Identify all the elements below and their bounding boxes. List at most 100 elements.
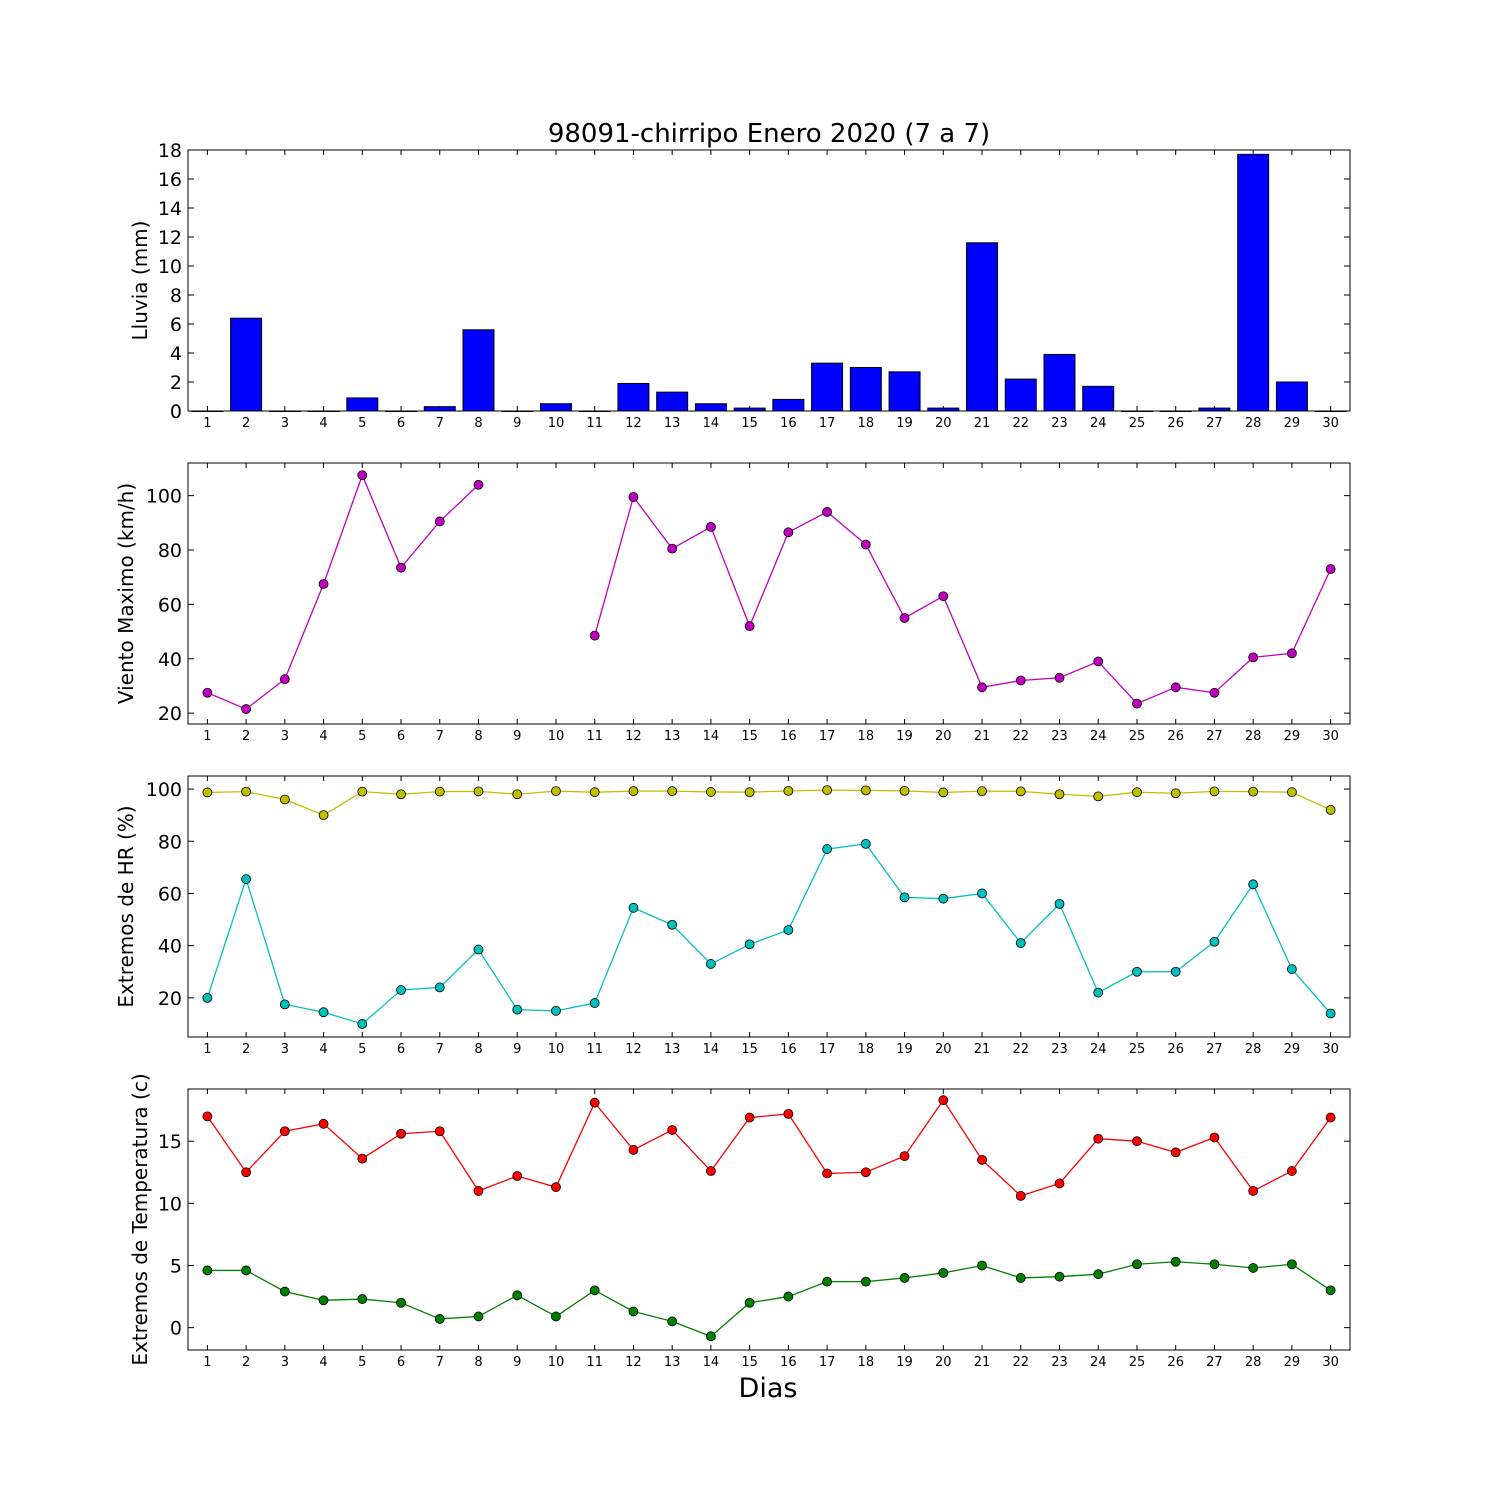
point-viento-0-12: [628, 492, 639, 502]
point-viento-0-8: [473, 479, 484, 490]
y-axis-label-temperatura: Extremos de Temperatura (c): [128, 1073, 152, 1365]
point-humedad-0-22: [1015, 786, 1026, 797]
x-tick-label-humedad: 24: [1090, 1042, 1107, 1057]
x-tick-label-temperatura: 28: [1245, 1355, 1262, 1370]
bar-lluvia-11: [578, 410, 611, 412]
y-axis-label-humedad: Extremos de HR (%): [114, 805, 138, 1007]
x-tick-label-humedad: 5: [358, 1042, 366, 1057]
x-tick-label-humedad: 19: [896, 1042, 913, 1057]
x-tick-label-viento: 25: [1129, 729, 1146, 744]
x-tick-label-humedad: 6: [397, 1042, 405, 1057]
bar-lluvia-29: [1275, 381, 1308, 412]
y-tick-label-lluvia: 0: [170, 401, 182, 423]
axes-frame-humedad: [187, 775, 1351, 1038]
x-tick-label-temperatura: 2: [242, 1355, 250, 1370]
point-temperatura-1-18: [860, 1276, 871, 1287]
point-viento-0-25: [1132, 698, 1142, 709]
bar-lluvia-1: [191, 410, 224, 412]
y-tick-label-humedad: 80: [158, 831, 182, 853]
x-tick-label-temperatura: 5: [358, 1355, 366, 1370]
bar-lluvia-28: [1237, 153, 1270, 412]
point-humedad-0-15: [744, 787, 755, 798]
point-humedad-0-26: [1170, 788, 1181, 799]
series-line-humedad-1: [206, 843, 1332, 1025]
point-temperatura-0-14: [706, 1166, 716, 1176]
point-temperatura-1-7: [434, 1314, 445, 1324]
bar-lluvia-9: [501, 410, 534, 412]
x-tick-label-lluvia: 1: [203, 416, 211, 431]
x-tick-label-humedad: 25: [1129, 1042, 1146, 1057]
point-humedad-1-15: [744, 939, 755, 950]
point-temperatura-1-19: [899, 1273, 910, 1283]
x-tick-label-temperatura: 18: [858, 1355, 875, 1370]
point-humedad-1-23: [1054, 898, 1065, 909]
point-humedad-0-8: [473, 786, 484, 797]
x-tick-label-humedad: 21: [974, 1042, 991, 1057]
point-temperatura-0-16: [783, 1108, 794, 1119]
x-tick-label-lluvia: 5: [358, 416, 366, 431]
x-tick-label-viento: 26: [1167, 729, 1184, 744]
point-humedad-1-2: [241, 874, 252, 884]
point-temperatura-0-2: [241, 1167, 252, 1178]
point-humedad-0-24: [1093, 791, 1104, 802]
point-humedad-0-28: [1248, 786, 1259, 797]
point-temperatura-0-25: [1132, 1136, 1142, 1147]
point-humedad-1-19: [899, 892, 910, 903]
point-temperatura-0-10: [551, 1182, 561, 1193]
bar-lluvia-22: [1004, 378, 1037, 412]
series-line-humedad-0: [207, 789, 1331, 816]
x-tick-label-temperatura: 27: [1206, 1355, 1223, 1370]
point-humedad-0-21: [977, 786, 987, 797]
y-tick-label-lluvia: 14: [158, 198, 182, 220]
point-viento-0-27: [1209, 687, 1220, 698]
point-humedad-0-12: [628, 786, 639, 797]
point-temperatura-0-21: [977, 1154, 987, 1165]
y-axis-label-lluvia: Lluvia (mm): [128, 221, 152, 341]
x-tick-label-viento: 16: [780, 729, 797, 744]
x-tick-label-viento: 29: [1284, 729, 1301, 744]
bar-lluvia-19: [888, 371, 921, 412]
point-temperatura-1-22: [1015, 1273, 1026, 1283]
x-tick-label-lluvia: 4: [319, 416, 327, 431]
x-tick-label-lluvia: 6: [397, 416, 405, 431]
point-humedad-0-7: [434, 786, 445, 797]
x-tick-label-humedad: 20: [935, 1042, 952, 1057]
point-temperatura-1-3: [279, 1286, 290, 1297]
y-tick-label-humedad: 40: [158, 936, 182, 958]
point-viento-0-14: [706, 521, 716, 532]
point-temperatura-1-29: [1287, 1259, 1297, 1270]
x-tick-label-lluvia: 21: [974, 416, 991, 431]
x-tick-label-temperatura: 10: [548, 1355, 565, 1370]
x-tick-label-lluvia: 20: [935, 416, 952, 431]
point-humedad-1-1: [202, 992, 213, 1003]
point-humedad-1-14: [706, 959, 716, 969]
x-tick-label-temperatura: 25: [1129, 1355, 1146, 1370]
point-viento-0-2: [241, 704, 252, 714]
point-temperatura-0-12: [628, 1145, 639, 1155]
y-tick-label-viento: 80: [158, 540, 182, 562]
x-tick-label-lluvia: 25: [1129, 416, 1146, 431]
point-temperatura-1-2: [241, 1265, 252, 1276]
point-temperatura-0-1: [202, 1111, 213, 1122]
series-line-viento-0: [594, 495, 1332, 705]
point-viento-0-15: [744, 621, 755, 632]
x-tick-label-humedad: 1: [203, 1042, 211, 1057]
bar-lluvia-30: [1314, 410, 1347, 412]
x-tick-label-humedad: 26: [1167, 1042, 1184, 1057]
bar-lluvia-10: [539, 403, 572, 412]
x-tick-label-temperatura: 17: [819, 1355, 836, 1370]
point-temperatura-0-6: [396, 1128, 406, 1139]
x-tick-label-viento: 14: [703, 729, 720, 744]
bar-lluvia-17: [811, 362, 844, 412]
point-temperatura-0-11: [589, 1097, 600, 1108]
x-axis-label: Dias: [739, 1373, 798, 1404]
point-viento-0-17: [822, 507, 832, 517]
bar-lluvia-6: [385, 410, 418, 412]
point-temperatura-1-30: [1325, 1285, 1336, 1296]
point-humedad-1-11: [589, 998, 600, 1008]
point-viento-0-29: [1287, 648, 1297, 659]
point-humedad-0-10: [551, 786, 561, 797]
point-humedad-0-4: [318, 810, 329, 821]
